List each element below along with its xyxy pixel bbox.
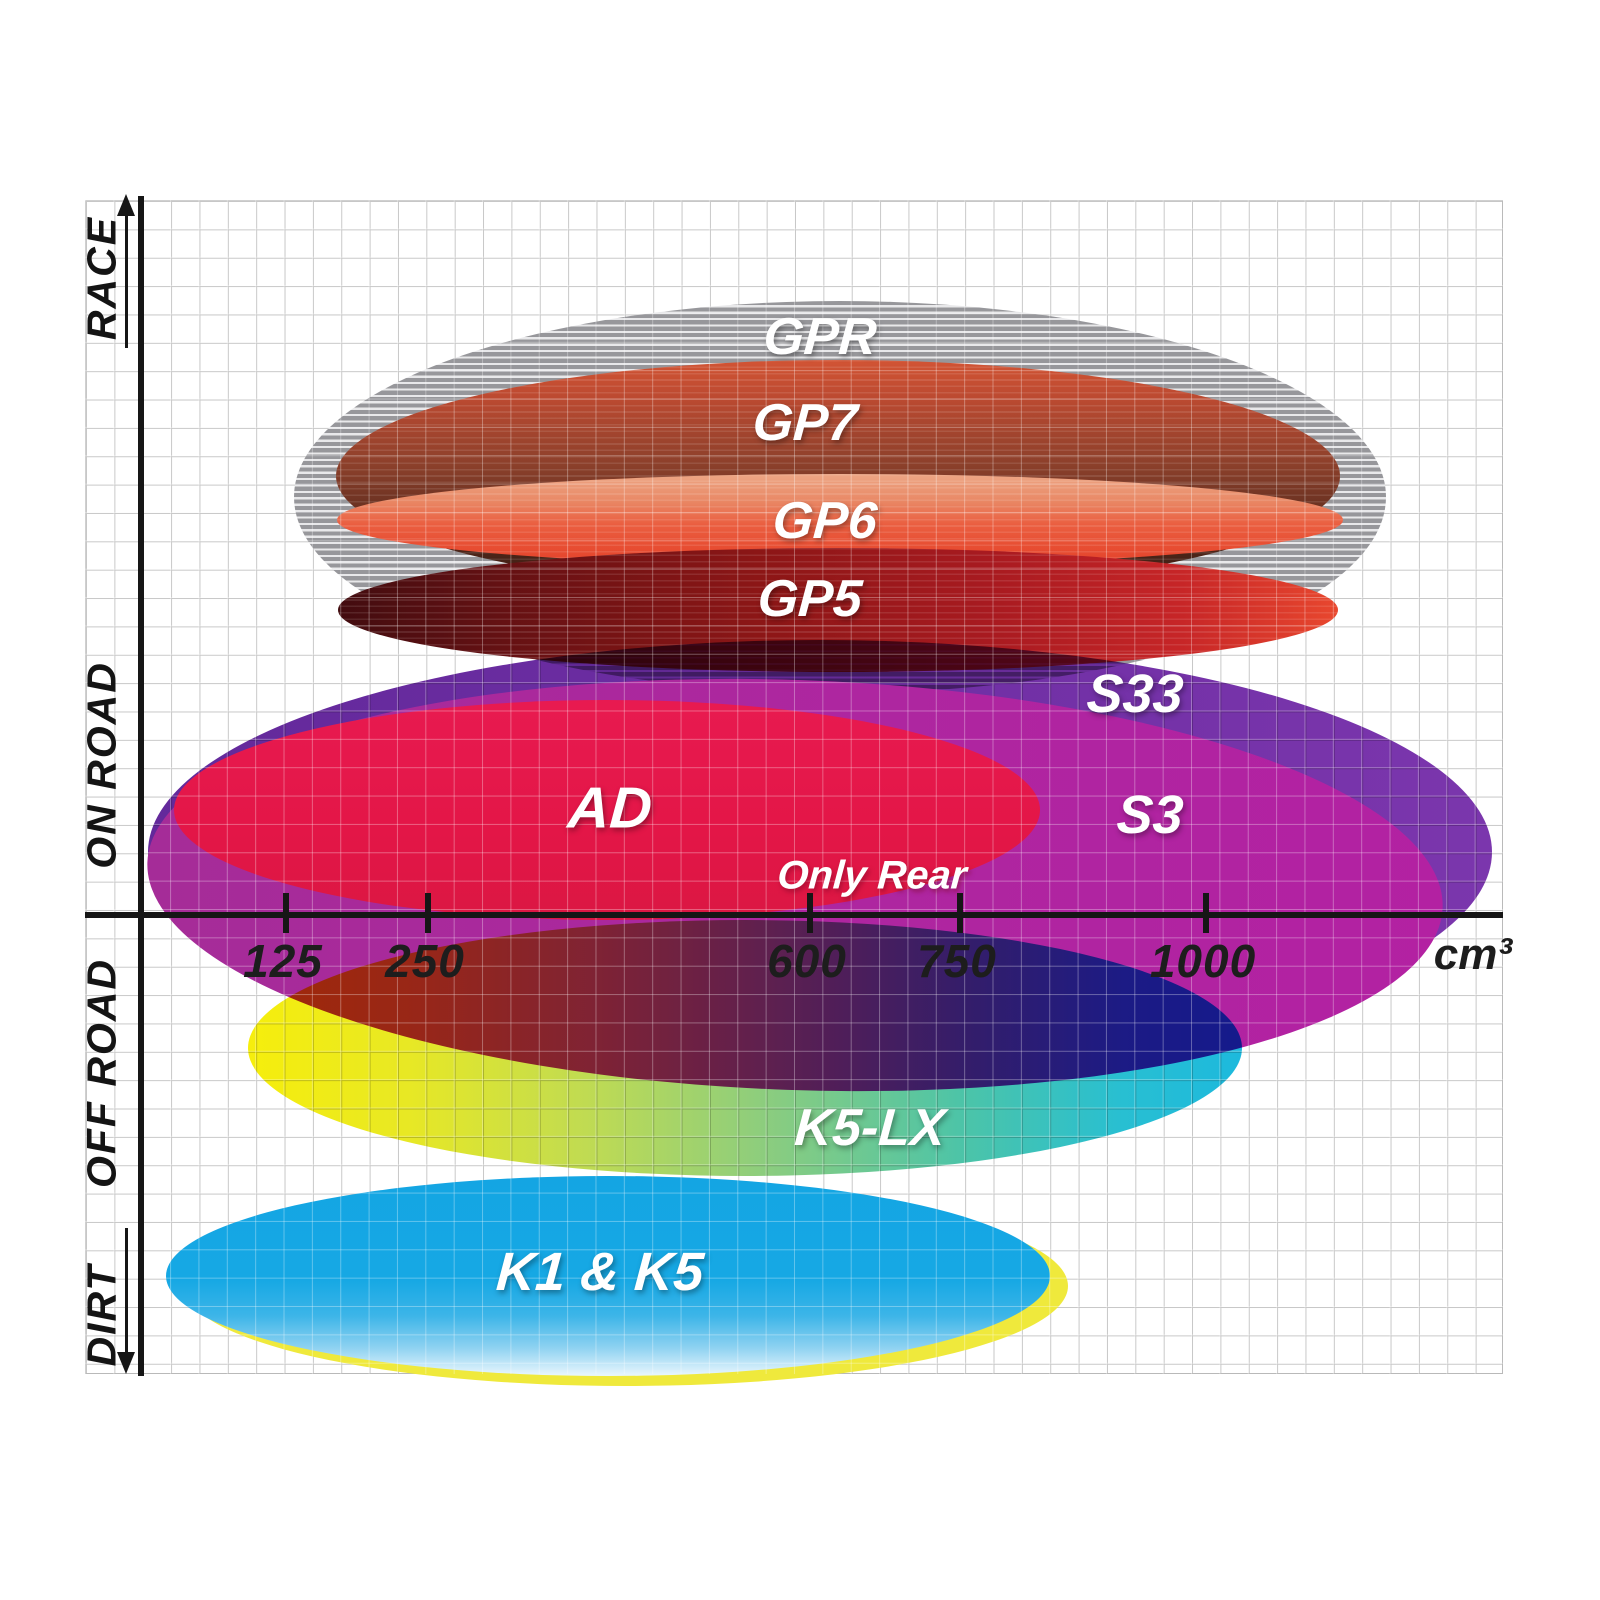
- x-axis-line: [85, 912, 1503, 918]
- y-label-on-road: ON ROAD: [78, 661, 125, 869]
- label-gp6: GP6: [770, 492, 880, 550]
- y-axis-line: [138, 196, 144, 1376]
- label-gp5: GP5: [755, 570, 865, 628]
- x-tick-label-250: 250: [385, 935, 465, 987]
- x-tick-label-1000: 1000: [1149, 935, 1257, 987]
- ellipse-k1k5: [166, 1176, 1050, 1376]
- label-s33: S33: [1084, 664, 1186, 724]
- race-arrow-up-icon: [117, 194, 135, 216]
- x-tick-label-600: 600: [767, 935, 847, 987]
- x-tick-125: [283, 893, 289, 933]
- race-arrow-line: [125, 212, 128, 348]
- x-tick-label-750: 750: [917, 935, 997, 987]
- dirt-arrow-down-icon: [117, 1352, 135, 1374]
- y-label-race: RACE: [78, 215, 125, 341]
- ellipse-k5lx: [248, 920, 1242, 1176]
- label-ad: AD: [565, 775, 655, 841]
- x-tick-label-125: 125: [243, 935, 323, 987]
- label-gpr: GPR: [761, 308, 879, 366]
- label-k5lx: K5-LX: [792, 1099, 948, 1157]
- ellipse-ad: [174, 700, 1040, 920]
- label-gp7: GP7: [750, 394, 860, 452]
- dirt-arrow-line: [125, 1228, 128, 1354]
- x-tick-250: [425, 893, 431, 933]
- label-only-rear: Only Rear: [776, 853, 969, 898]
- x-tick-1000: [1203, 893, 1209, 933]
- x-tick-600: [807, 893, 813, 933]
- x-tick-750: [957, 893, 963, 933]
- x-axis-unit-label: cm³: [1433, 930, 1512, 979]
- label-s3: S3: [1114, 785, 1186, 845]
- y-label-off-road: OFF ROAD: [78, 957, 125, 1189]
- label-k1k5: K1 & K5: [494, 1242, 706, 1302]
